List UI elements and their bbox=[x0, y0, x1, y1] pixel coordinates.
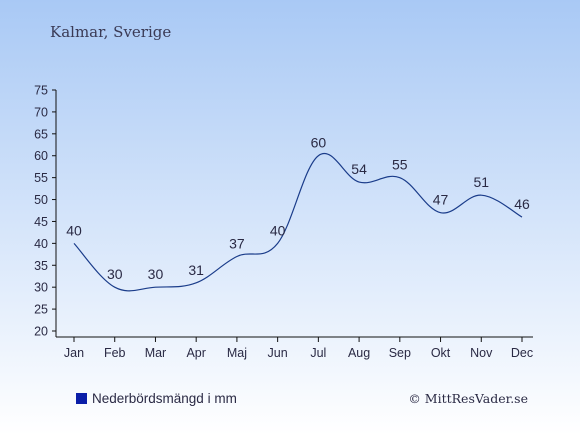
data-label: 51 bbox=[473, 174, 489, 190]
axes bbox=[55, 90, 533, 338]
x-tick-label: Nov bbox=[470, 346, 493, 360]
data-label: 30 bbox=[107, 266, 123, 282]
data-label: 40 bbox=[270, 222, 286, 238]
y-tick-label: 55 bbox=[34, 171, 48, 185]
data-label: 40 bbox=[66, 222, 82, 238]
data-label: 55 bbox=[392, 157, 408, 173]
y-tick-label: 75 bbox=[34, 84, 48, 98]
data-label: 47 bbox=[433, 192, 449, 208]
data-label: 31 bbox=[188, 262, 204, 278]
data-label: 54 bbox=[351, 161, 367, 177]
y-tick-label: 60 bbox=[34, 149, 48, 163]
x-axis-ticks: Jan Feb Mar Apr Maj Jun Jul Aug Sep Okt Nov Dec bbox=[64, 337, 533, 360]
data-label: 46 bbox=[514, 196, 530, 212]
copyright-text: © MittResVader.se bbox=[408, 391, 528, 406]
x-tick-label: Sep bbox=[389, 346, 411, 360]
x-tick-label: Dec bbox=[511, 346, 533, 360]
x-tick-label: Maj bbox=[227, 346, 247, 360]
y-tick-label: 25 bbox=[34, 303, 48, 317]
y-tick-label: 45 bbox=[34, 215, 48, 229]
data-label: 37 bbox=[229, 236, 245, 252]
data-labels: 40 30 30 31 37 40 60 54 55 47 51 46 bbox=[66, 135, 530, 282]
x-tick-label: Mar bbox=[145, 346, 167, 360]
series-line-group bbox=[73, 152, 523, 292]
x-tick-label: Jan bbox=[64, 346, 84, 360]
y-axis-ticks: 20 25 30 35 40 45 50 55 60 65 70 75 bbox=[34, 84, 56, 339]
y-tick-label: 70 bbox=[34, 105, 48, 119]
x-tick-label: Aug bbox=[348, 346, 370, 360]
y-tick-label: 35 bbox=[34, 259, 48, 273]
x-tick-label: Feb bbox=[104, 346, 126, 360]
y-tick-label: 30 bbox=[34, 281, 48, 295]
y-tick-label: 65 bbox=[34, 127, 48, 141]
y-tick-label: 50 bbox=[34, 193, 48, 207]
legend-marker bbox=[76, 393, 87, 404]
x-tick-label: Jun bbox=[268, 346, 288, 360]
y-tick-label: 20 bbox=[34, 325, 48, 339]
series-line bbox=[73, 152, 523, 292]
location-title: Kalmar, Sverige bbox=[50, 23, 171, 41]
data-label: 60 bbox=[311, 135, 327, 151]
y-tick-label: 40 bbox=[34, 237, 48, 251]
x-tick-label: Okt bbox=[431, 346, 451, 360]
x-tick-label: Apr bbox=[186, 346, 205, 360]
x-tick-label: Jul bbox=[310, 346, 326, 360]
legend-label: Nederbördsmängd i mm bbox=[92, 391, 237, 406]
data-label: 30 bbox=[148, 266, 164, 282]
